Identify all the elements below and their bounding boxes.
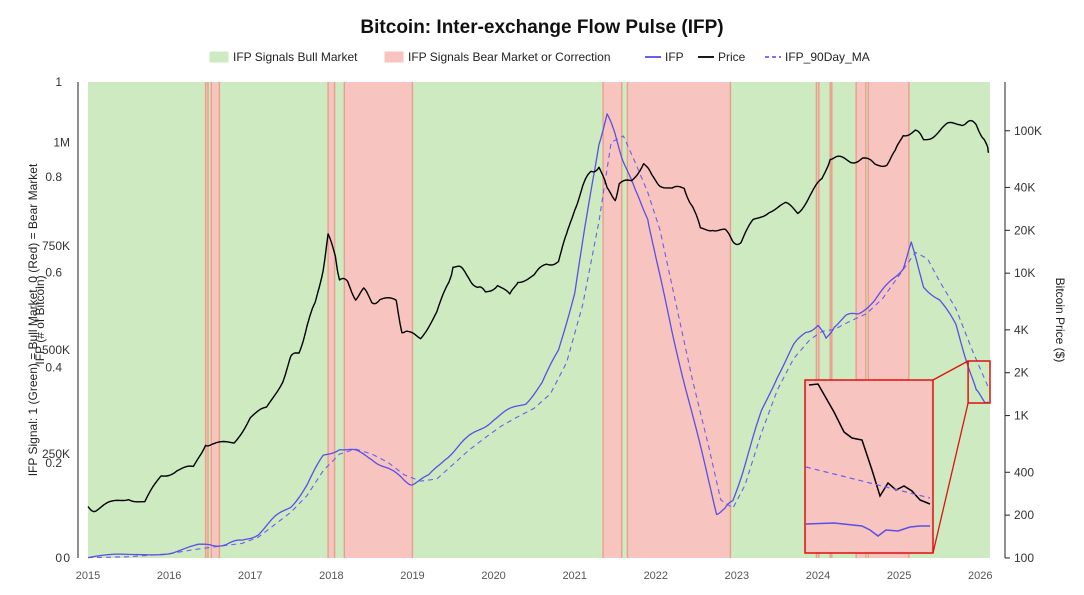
price-tick-label: 10K: [1014, 266, 1035, 280]
signal-tick-label: 0.8: [45, 170, 62, 184]
price-tick-label: 40K: [1014, 180, 1035, 194]
ifp-tick-label: 1M: [53, 135, 70, 149]
zoom-price-line: [808, 383, 931, 505]
x-tick-label: 2019: [400, 570, 424, 582]
zoom-connector: [932, 402, 969, 554]
regime-band-bear: [830, 82, 832, 558]
regime-band-bull: [412, 82, 604, 558]
regime-band-bull: [88, 82, 206, 558]
signal-tick-label: 0.2: [45, 456, 62, 470]
series-ifp: [87, 113, 989, 559]
regime-band-bear: [211, 82, 220, 558]
price-tick-label: 20K: [1014, 223, 1035, 237]
regime-band-bull: [334, 82, 345, 558]
signal-axis-title: IFP Signal: 1 (Green) = Bull Market, 0 (…: [26, 163, 40, 476]
ifp-tick-label: 500K: [42, 343, 70, 357]
legend-swatch[interactable]: [384, 51, 404, 63]
x-tick-label: 2017: [238, 570, 262, 582]
regime-band-bull: [208, 82, 212, 558]
ifp-tick-label: 0: [63, 551, 70, 565]
ifp-tick-label: 250K: [42, 447, 70, 461]
signal-tick-label: 0.4: [45, 361, 62, 375]
series-layer: [87, 113, 990, 559]
ifp-axis-title: IFP (# of Bitcoin): [33, 275, 47, 364]
price-tick-label: 400: [1014, 465, 1034, 479]
zoom-ma-line: [805, 466, 931, 499]
regime-band-bull: [730, 82, 817, 558]
x-tick-label: 2021: [562, 570, 586, 582]
x-tick-label: 2018: [319, 570, 343, 582]
x-tick-label: 2025: [887, 570, 911, 582]
x-tick-label: 2026: [968, 570, 992, 582]
x-tick-label: 2022: [644, 570, 668, 582]
chart-title: Bitcoin: Inter-exchange Flow Pulse (IFP): [360, 17, 723, 38]
zoom-ifp-line: [805, 522, 930, 537]
price-tick-label: 100: [1014, 551, 1034, 565]
regime-band-bear: [856, 82, 866, 558]
zoom-connector: [932, 360, 969, 381]
x-tick-label: 2023: [725, 570, 749, 582]
series-ifp-90day-ma: [87, 135, 989, 559]
ifp-tick-label: 750K: [42, 239, 70, 253]
price-tick-label: 2K: [1014, 366, 1029, 380]
zoom-inset: [804, 360, 991, 554]
legend[interactable]: IFP Signals Bull Market IFP Signals Bear …: [209, 50, 870, 64]
axes: 0 0.2 0.4 0.6 0.8 1 0 250K 500K 750K 1M 100 200 400 1K…: [42, 75, 1042, 582]
price-tick-label: 200: [1014, 508, 1034, 522]
x-tick-label: 2015: [76, 570, 100, 582]
x-tick-label: 2016: [157, 570, 181, 582]
legend-label[interactable]: IFP_90Day_MA: [785, 50, 870, 64]
regime-band-bear: [627, 82, 731, 558]
price-axis-title: Bitcoin Price ($): [1053, 278, 1067, 363]
legend-label[interactable]: IFP Signals Bear Market or Correction: [408, 50, 611, 64]
price-tick-label: 100K: [1014, 124, 1042, 138]
legend-label[interactable]: Price: [718, 50, 746, 64]
signal-tick-label: 1: [55, 75, 62, 89]
price-tick-label: 4K: [1014, 323, 1029, 337]
signal-tick-label: 0: [55, 551, 62, 565]
regime-band-bear: [816, 82, 819, 558]
regime-band-bull: [219, 82, 329, 558]
x-tick-label: 2024: [806, 570, 830, 582]
price-tick-label: 1K: [1014, 409, 1029, 423]
legend-label[interactable]: IFP Signals Bull Market: [233, 50, 358, 64]
regime-band-bear: [344, 82, 413, 558]
regime-band-bull: [818, 82, 831, 558]
zoom-inset-box: [804, 379, 934, 554]
regime-band-bear: [328, 82, 335, 558]
x-tick-label: 2020: [481, 570, 505, 582]
signal-tick-label: 0.6: [45, 265, 62, 279]
regime-band-bull: [865, 82, 869, 558]
zoom-source-box: [967, 360, 991, 404]
regime-band-bear: [205, 82, 209, 558]
legend-swatch[interactable]: [209, 51, 229, 63]
legend-label[interactable]: IFP: [665, 50, 684, 64]
regime-band-bear: [603, 82, 622, 558]
regime-band-bull: [621, 82, 628, 558]
series-price: [87, 119, 990, 513]
